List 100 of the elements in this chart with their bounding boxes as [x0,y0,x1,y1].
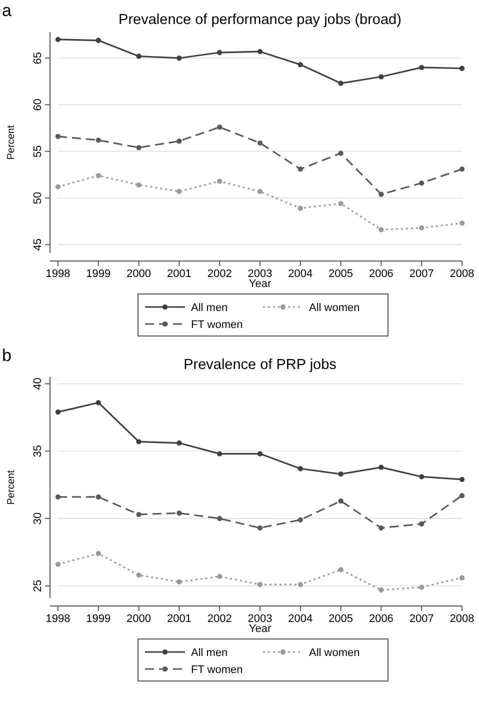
point [378,464,384,470]
point [55,494,61,500]
point [96,173,101,178]
x-tick-label: 2008 [450,268,474,280]
x-tick-label: 2004 [288,268,313,280]
point [257,140,263,146]
x-tick-label: 2000 [126,613,152,625]
x-tick-label: 2006 [368,268,394,280]
x-tick-label: 2001 [166,268,192,280]
point [55,184,61,190]
point [217,124,222,130]
point [298,166,303,172]
x-tick-label: 2005 [328,613,354,625]
x-tick-label: 1999 [86,613,111,625]
point [257,48,263,54]
point [176,440,182,446]
point [217,451,222,456]
point [459,476,465,482]
point [96,38,101,43]
point [338,471,344,477]
y-tick-label: 65 [32,52,44,64]
x-tick-label: 2002 [207,613,232,625]
x-tick-label: 2006 [368,613,394,625]
legend-label: All women [309,302,360,314]
x-tick-label: 1999 [86,268,111,280]
point [96,550,101,556]
point [136,54,142,59]
legend-label: All women [309,647,360,659]
point [298,206,303,211]
x-axis-title: Year [248,623,272,635]
point [378,227,384,232]
point [176,579,182,584]
point [298,582,303,588]
point [459,492,465,498]
point [96,138,101,143]
legend-label: All men [191,647,228,659]
point [136,572,142,578]
legend-label: All men [191,302,228,314]
point [459,166,465,172]
point [298,62,303,68]
x-tick-label: 2007 [409,613,434,625]
point [378,525,384,531]
point [459,66,465,71]
y-tick-label: 60 [32,98,44,111]
x-tick-label: 2003 [248,613,272,625]
point [257,188,263,194]
point [419,521,424,526]
point [55,409,61,415]
point [378,192,384,197]
chart-title: Prevalence of PRP jobs [184,357,336,373]
point [338,200,344,206]
point [338,498,344,504]
point [136,182,142,188]
point [338,567,344,572]
y-axis-title: Percent [6,470,17,505]
x-tick-label: 2005 [328,268,354,280]
text: a [2,1,12,20]
chart-title: Prevalence of performance pay jobs (broad) [118,12,402,28]
x-tick-label: 1998 [46,268,70,280]
x-tick-label: 2001 [166,613,192,625]
point [338,80,344,86]
y-tick-label: 40 [32,378,44,390]
y-tick-label: 25 [32,580,44,592]
point [96,400,101,406]
x-tick-label: 2000 [126,268,152,280]
point [338,150,344,156]
y-tick-label: 35 [32,444,44,458]
x-tick-label: 2007 [409,268,434,280]
point [176,188,182,194]
x-tick-label: 2008 [450,613,474,625]
y-tick-label: 55 [32,145,44,158]
point [378,587,384,593]
point [136,512,142,518]
point [217,516,222,522]
point [459,220,465,226]
point [378,74,384,80]
point [55,562,61,567]
text: b [2,346,12,365]
point [55,134,61,140]
point [176,138,182,144]
point [419,64,424,70]
point [419,474,424,480]
point [217,178,222,184]
x-axis-title: Year [248,278,272,290]
point [298,517,303,522]
legend-label: FT women [191,319,243,331]
point [257,525,263,531]
x-tick-label: 2004 [288,613,313,625]
point [136,439,142,444]
legend-label: FT women [191,664,243,676]
point [257,582,263,588]
x-tick-label: 2002 [207,268,232,280]
point [55,36,61,42]
point [419,180,424,186]
point [459,575,465,580]
point [419,225,424,230]
point [217,574,222,580]
x-tick-label: 1998 [46,613,70,625]
point [419,584,424,590]
point [217,50,222,56]
